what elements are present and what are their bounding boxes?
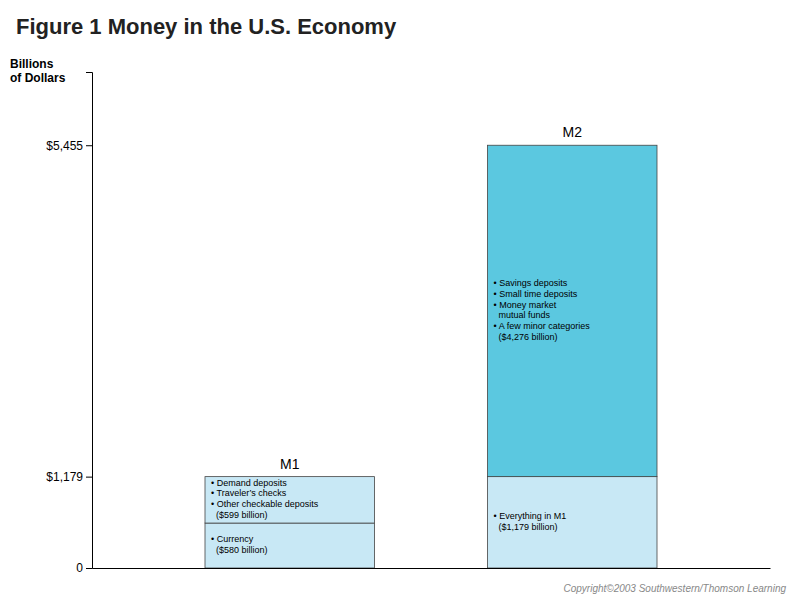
y-tick: $5,455: [46, 139, 92, 153]
y-tick-mark: [86, 477, 92, 478]
segment-label: • Everything in M1 ($1,179 billion): [494, 511, 567, 532]
bar-segment: [488, 477, 658, 568]
y-axis: 0 $1,179 $5,455: [46, 73, 92, 576]
title: Figure 1 Money in the U.S. Economy: [16, 14, 397, 39]
chart: Figure 1 Money in the U.S. Economy Billio…: [0, 0, 800, 600]
category-label: M1: [280, 456, 300, 472]
segment-label: • Savings deposits• Small time deposits•…: [494, 278, 591, 342]
labels: M1 M2 • Currency ($580 billion) • Everythin…: [211, 124, 590, 555]
y-axis-line: [86, 73, 93, 569]
y-tick: $1,179: [46, 470, 92, 484]
annotation: Copyright©2003 Southwestern/Thomson Lear…: [564, 583, 787, 594]
y-tick: 0: [76, 561, 92, 575]
y-tick-label: $1,179: [46, 470, 83, 484]
segment-label: • Demand deposits• Traveler’s checks• Ot…: [211, 478, 319, 520]
bars: [205, 145, 657, 568]
y-tick-label: $5,455: [46, 139, 83, 153]
segment-label: • Currency ($580 billion): [211, 535, 268, 556]
bar-segment: [205, 477, 375, 523]
x-axis: [93, 568, 771, 569]
bar-segment: [488, 145, 658, 476]
y-tick-mark: [86, 568, 92, 569]
category-label: M2: [563, 124, 583, 140]
plot: 0 $1,179 $5,455 M1 M2 • Currency ($580 billio…: [46, 73, 770, 576]
y-axis-label: Billionsof Dollars: [10, 57, 66, 85]
bar-segment: [205, 523, 375, 568]
y-tick-label: 0: [76, 561, 83, 575]
x-axis-line: [93, 568, 771, 569]
y-tick-mark: [86, 145, 92, 146]
